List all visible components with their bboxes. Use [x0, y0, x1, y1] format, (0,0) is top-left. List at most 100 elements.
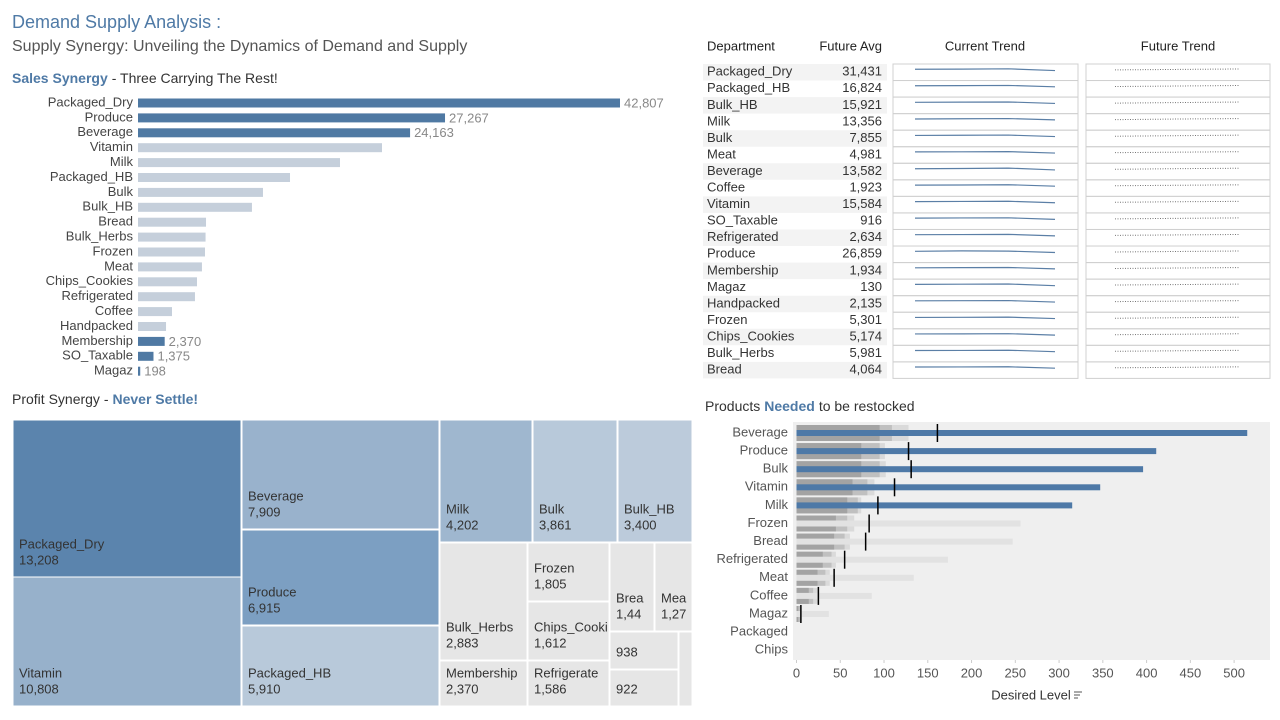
department: Bulk_HB [707, 97, 758, 112]
trend-cell [892, 195, 1079, 214]
bar [138, 336, 165, 346]
sparkline [914, 134, 1056, 138]
treemap-cell [532, 419, 618, 543]
sparkline [914, 266, 1056, 270]
treemap-cell [678, 631, 693, 707]
trend-cell [1085, 162, 1271, 181]
sparkline [1114, 300, 1241, 303]
bar [138, 366, 141, 376]
sparkline [1114, 267, 1241, 269]
y-tick-label: Meat [104, 258, 133, 273]
cell-value: 6,915 [248, 600, 281, 615]
sparkline [914, 101, 1056, 105]
trend-cell [892, 212, 1079, 230]
trend-cell [892, 96, 1079, 115]
sparkline [914, 200, 1056, 204]
future-avg: 2,634 [849, 229, 882, 244]
sparkline [914, 316, 1056, 320]
cell-label: Brea [616, 590, 644, 605]
row-background [703, 328, 887, 346]
trend-cell [1085, 129, 1271, 148]
department: Packaged_HB [707, 80, 790, 95]
bar [796, 502, 1073, 509]
trend-cell [892, 295, 1079, 313]
treemap-cell [527, 601, 610, 661]
bar [796, 538, 1013, 545]
y-tick-label: Coffee [750, 587, 788, 602]
cell-label: Refrigerate [534, 665, 598, 680]
bar [796, 448, 1157, 455]
sparkline [914, 366, 1056, 369]
bar [138, 187, 263, 197]
department: Vitamin [707, 196, 750, 211]
department: Handpacked [707, 295, 780, 310]
bar [138, 322, 167, 331]
treemap-cell [617, 419, 693, 543]
bar [796, 466, 1144, 473]
bar [138, 202, 252, 212]
trend-cell [1085, 361, 1271, 379]
department: Beverage [707, 163, 763, 178]
data-label: 27,267 [449, 110, 489, 125]
trend-cell [1085, 195, 1271, 214]
cell-label: Chips_Cooki [534, 619, 608, 634]
y-tick-label: Chips_Cookies [46, 273, 134, 288]
future-avg: 2,135 [849, 295, 882, 310]
row-background [703, 229, 887, 246]
y-tick-label: Milk [765, 497, 789, 512]
sparkline [914, 68, 1056, 72]
cell-value: 2,883 [446, 635, 479, 650]
department: Membership [707, 262, 779, 277]
sparkline [914, 333, 1056, 336]
bar [796, 430, 1248, 436]
future-avg: 15,921 [842, 97, 882, 112]
column-header: Current Trend [945, 38, 1025, 53]
future-avg: 4,981 [849, 146, 882, 161]
treemap-cell [241, 529, 440, 626]
y-tick-label: Meat [759, 569, 788, 584]
trend-cell [892, 229, 1079, 247]
trend-cell [892, 113, 1079, 131]
row-background [703, 295, 887, 313]
department: Packaged_Dry [707, 64, 793, 79]
sparkline [914, 233, 1056, 237]
future-avg: 15,584 [842, 196, 882, 211]
y-tick-label: Bread [753, 533, 788, 548]
trend-cell [1085, 146, 1271, 164]
y-tick-label: Frozen [93, 243, 133, 258]
trend-cell [892, 245, 1079, 264]
y-tick-label: Coffee [95, 303, 133, 318]
section-title: Products Needed to be restocked [705, 398, 915, 414]
trend-cell [892, 80, 1079, 98]
bar [138, 277, 198, 287]
sparkline [914, 167, 1056, 171]
page-subtitle: Supply Synergy: Unveiling the Dynamics o… [12, 38, 467, 55]
trend-cell [892, 146, 1079, 164]
x-tick-label: 500 [1223, 665, 1245, 680]
y-tick-label: Milk [110, 154, 134, 169]
treemap-cell [609, 631, 679, 670]
trend-cell [1085, 63, 1271, 81]
bar [138, 351, 154, 361]
cell-value: 922 [616, 681, 638, 696]
column-header: Future Trend [1141, 38, 1215, 53]
x-tick-label: 100 [873, 665, 895, 680]
y-tick-label: Chips [755, 642, 789, 657]
sparkline [914, 184, 1056, 187]
cell-label: Bulk_Herbs [446, 619, 514, 634]
row-background [703, 130, 887, 147]
sparkline [914, 250, 1056, 254]
bar [796, 574, 914, 581]
trend-cell [1085, 212, 1271, 230]
sparkline [1114, 233, 1241, 236]
cell-label: Beverage [248, 488, 304, 503]
y-tick-label: Beverage [77, 124, 133, 139]
trend-cell [892, 162, 1079, 181]
trend-cell [1085, 245, 1271, 264]
future-avg: 1,923 [849, 180, 882, 195]
sparkline [1114, 68, 1241, 71]
bar [138, 307, 173, 317]
trend-cell [1085, 278, 1271, 297]
sparkline [1114, 217, 1241, 220]
